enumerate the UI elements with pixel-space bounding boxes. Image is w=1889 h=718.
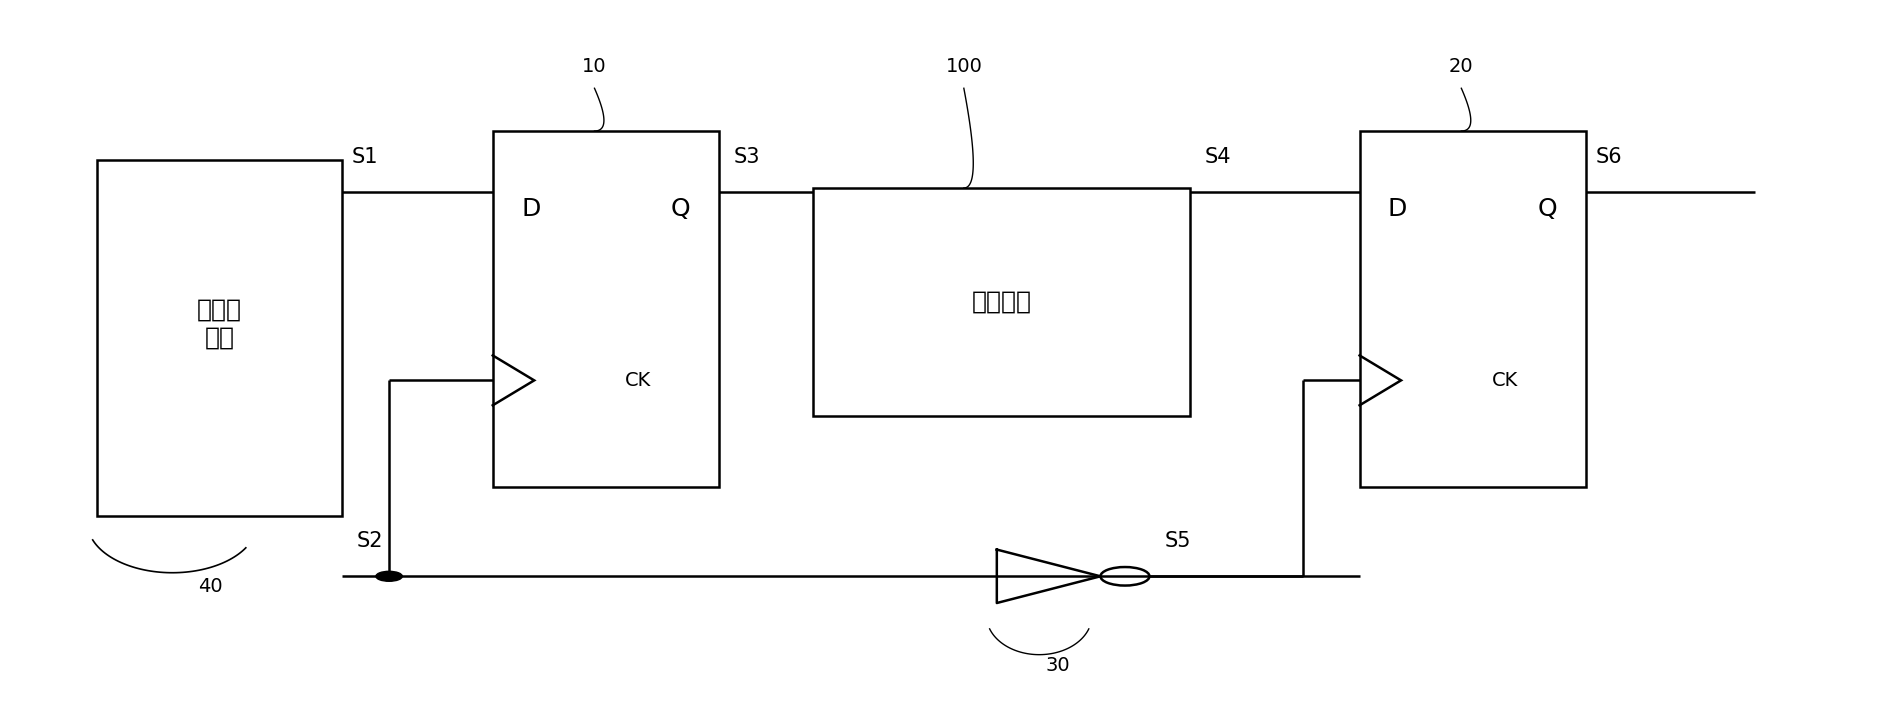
Bar — [812, 188, 1190, 416]
Text: D: D — [521, 197, 540, 221]
Circle shape — [376, 572, 402, 582]
Text: 40: 40 — [198, 577, 223, 597]
Text: Q: Q — [671, 197, 689, 221]
Bar — [1358, 131, 1585, 488]
Text: S6: S6 — [1594, 146, 1621, 167]
Text: CK: CK — [623, 371, 650, 390]
Text: S1: S1 — [351, 146, 378, 167]
Text: 待测电路: 待测电路 — [971, 290, 1031, 314]
Text: Q: Q — [1538, 197, 1557, 221]
Text: 20: 20 — [1449, 57, 1473, 76]
Text: S2: S2 — [357, 531, 383, 551]
Text: 100: 100 — [944, 57, 982, 76]
Text: 信号产
生源: 信号产 生源 — [196, 297, 242, 349]
Bar — [96, 159, 342, 516]
Bar — [493, 131, 718, 488]
Text: D: D — [1387, 197, 1407, 221]
Text: S5: S5 — [1164, 531, 1190, 551]
Text: CK: CK — [1490, 371, 1517, 390]
Text: 10: 10 — [582, 57, 606, 76]
Text: S3: S3 — [733, 146, 759, 167]
Text: S4: S4 — [1205, 146, 1232, 167]
Text: 30: 30 — [1045, 656, 1069, 675]
